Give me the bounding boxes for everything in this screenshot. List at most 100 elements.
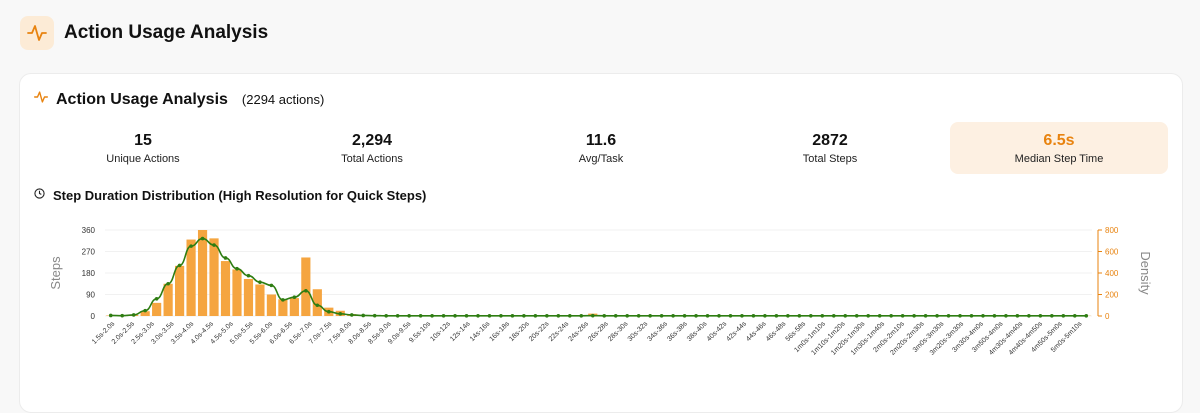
x-tick-label: 30s-32s [627,320,650,343]
density-point [212,243,216,247]
y-tick-label: 0 [91,312,96,321]
density-point [1027,314,1031,318]
density-point [522,314,526,318]
density-point [453,314,457,318]
density-point [763,314,767,318]
density-point [660,314,664,318]
density-point [557,314,561,318]
density-point [889,314,893,318]
density-point [373,314,377,318]
density-point [648,314,652,318]
density-point [476,314,480,318]
x-tick-label: 36s-38s [666,320,689,343]
density-point [327,310,331,314]
x-axis: 1.5s-2.0s2.0s-2.5s2.5s-3.0s3.0s-3.5s3.5s… [91,320,1084,357]
density-point [143,309,147,313]
density-point [809,314,813,318]
y-tick-label: 180 [82,269,96,278]
density-point [706,314,710,318]
density-point [947,314,951,318]
bar [267,295,276,317]
density-point [132,313,136,317]
density-point [820,314,824,318]
density-point [981,314,985,318]
y-axis-right: 0 200 400 600 800 [1098,226,1119,321]
density-point [717,314,721,318]
x-tick-label: 34s-36s [646,320,669,343]
density-point [499,314,503,318]
density-point [224,256,228,260]
density-point [855,314,859,318]
x-tick-label: 44s-46s [745,320,768,343]
density-point [361,314,365,318]
y2-axis-label: Density [1138,251,1153,295]
density-point [843,314,847,318]
bar [198,230,207,316]
x-tick-label: 16s-18s [489,320,512,343]
density-point [694,314,698,318]
density-point [396,314,400,318]
bar [255,284,264,316]
density-point [316,303,320,307]
density-point [293,295,297,299]
density-point [350,313,354,317]
density-point [671,314,675,318]
density-point [901,314,905,318]
density-point [602,314,606,318]
density-point [120,314,124,318]
x-tick-label: 22s-24s [548,320,571,343]
density-point [178,264,182,268]
y-tick-label: 270 [82,248,96,257]
bar [290,298,299,316]
density-point [579,314,583,318]
bar [301,257,310,316]
density-point [407,314,411,318]
density-point [683,314,687,318]
x-tick-label: 40s-42s [706,320,729,343]
density-point [166,282,170,286]
density-point [534,314,538,318]
bar [232,269,241,316]
density-point [1084,314,1088,318]
density-point [912,314,916,318]
density-point [430,314,434,318]
x-tick-label: 46s-48s [765,320,788,343]
density-point [511,314,515,318]
density-point [201,237,205,241]
density-point [775,314,779,318]
density-point [1062,314,1066,318]
density-point [935,314,939,318]
y2-tick-label: 600 [1105,248,1119,257]
density-point [281,298,285,302]
bar [175,266,184,316]
density-point [235,267,239,271]
x-tick-label: 10s-12s [429,320,452,343]
density-point [786,314,790,318]
density-point [442,314,446,318]
density-point [270,284,274,288]
y2-tick-label: 200 [1105,291,1119,300]
density-point [155,297,159,301]
density-point [1050,314,1054,318]
density-point [384,314,388,318]
density-point [625,314,629,318]
y2-tick-label: 800 [1105,226,1119,235]
density-point [924,314,928,318]
density-point [109,314,113,318]
bar [221,261,230,316]
density-point [419,314,423,318]
y2-tick-label: 0 [1105,312,1110,321]
x-tick-label: 28s-30s [607,320,630,343]
density-point [1073,314,1077,318]
bar [186,240,195,316]
density-point [545,314,549,318]
bar [164,284,173,316]
density-point [798,314,802,318]
x-tick-label: 14s-16s [469,320,492,343]
y-tick-label: 360 [82,226,96,235]
x-tick-label: 20s-22s [528,320,551,343]
y2-tick-label: 400 [1105,269,1119,278]
density-point [637,314,641,318]
bar [278,299,287,316]
